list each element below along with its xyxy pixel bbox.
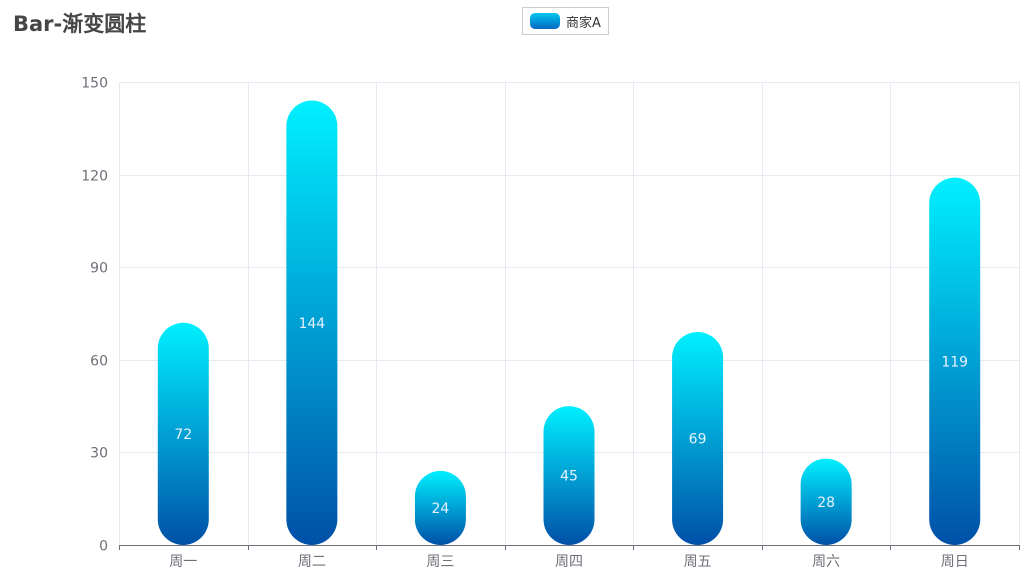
data-label: 72 bbox=[174, 427, 192, 443]
data-label: 28 bbox=[817, 495, 835, 511]
chart-title: Bar-渐变圆柱 bbox=[13, 12, 147, 36]
y-tick-label: 120 bbox=[81, 169, 108, 185]
y-tick-label: 30 bbox=[90, 446, 108, 462]
x-tick-label: 周四 bbox=[555, 554, 583, 570]
x-tick-label: 周五 bbox=[684, 554, 712, 570]
x-tick-label: 周日 bbox=[941, 554, 969, 570]
y-tick-label: 0 bbox=[99, 539, 108, 555]
bar[interactable] bbox=[800, 458, 852, 545]
y-tick-label: 90 bbox=[90, 261, 108, 277]
x-tick-label: 周二 bbox=[298, 554, 326, 570]
bar[interactable] bbox=[157, 322, 209, 545]
bar[interactable] bbox=[929, 177, 981, 546]
data-label: 24 bbox=[432, 501, 450, 517]
bar[interactable] bbox=[543, 406, 595, 545]
bar[interactable] bbox=[286, 100, 338, 546]
bar[interactable] bbox=[414, 470, 466, 545]
x-tick-label: 周六 bbox=[812, 554, 840, 570]
data-label: 119 bbox=[941, 354, 968, 370]
data-label: 144 bbox=[298, 316, 325, 332]
data-label: 45 bbox=[560, 469, 578, 485]
legend[interactable]: 商家A bbox=[522, 7, 609, 35]
legend-swatch bbox=[530, 13, 560, 29]
bar[interactable] bbox=[672, 332, 724, 545]
y-tick-label: 60 bbox=[90, 354, 108, 370]
data-label: 69 bbox=[689, 432, 707, 448]
legend-label: 商家A bbox=[566, 15, 601, 31]
y-tick-label: 150 bbox=[81, 76, 108, 92]
x-tick-label: 周一 bbox=[169, 554, 197, 570]
x-tick-label: 周三 bbox=[426, 554, 454, 570]
